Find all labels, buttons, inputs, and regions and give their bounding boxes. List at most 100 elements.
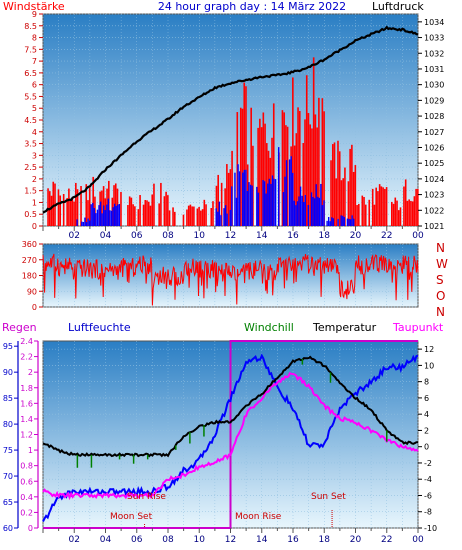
x-tick-label-3: 00 bbox=[412, 535, 424, 545]
temp-tick-label: 6 bbox=[424, 394, 429, 403]
x-tick-label-3: 08 bbox=[162, 535, 174, 545]
avg-bar bbox=[332, 218, 335, 226]
gust-bar bbox=[191, 206, 193, 226]
avg-bar bbox=[321, 205, 324, 226]
avg-bar bbox=[340, 215, 342, 226]
gust-bar bbox=[187, 205, 190, 226]
gust-bar bbox=[399, 207, 402, 226]
avg-bar bbox=[349, 219, 352, 226]
rain-tick-label: 1.4 bbox=[20, 415, 33, 424]
pressure-tick-label: 1027 bbox=[424, 128, 444, 137]
gust-bar bbox=[264, 123, 266, 226]
avg-bar bbox=[90, 204, 92, 226]
gust-bar bbox=[323, 111, 325, 226]
gust-bar bbox=[354, 165, 357, 226]
avg-bar bbox=[76, 219, 78, 226]
gust-bar bbox=[335, 178, 338, 226]
avg-bar bbox=[318, 197, 321, 226]
direction-tick-label: 180 bbox=[22, 272, 37, 281]
avg-bar bbox=[243, 169, 246, 226]
pressure-line bbox=[42, 25, 419, 214]
gust-bar bbox=[302, 143, 305, 226]
gust-bar bbox=[260, 127, 263, 226]
gust-bar bbox=[304, 119, 306, 226]
avg-bar bbox=[82, 221, 85, 226]
avg-bar bbox=[296, 201, 299, 226]
gust-bar bbox=[397, 210, 400, 226]
pressure-tick-label: 1033 bbox=[424, 34, 444, 43]
chart-title: 24 hour graph day : 14 März 2022 bbox=[158, 0, 346, 13]
avg-bar bbox=[320, 183, 322, 226]
avg-bar bbox=[234, 172, 236, 226]
gust-bar bbox=[173, 211, 176, 226]
avg-bar bbox=[313, 198, 316, 226]
x-tick-label-3: 02 bbox=[69, 535, 80, 545]
humidity-line bbox=[42, 353, 419, 522]
avg-bar bbox=[88, 220, 91, 226]
temp-tick-label: -4 bbox=[424, 475, 432, 484]
gust-bar bbox=[382, 187, 384, 226]
avg-bar bbox=[215, 208, 217, 226]
avg-bar bbox=[103, 205, 105, 226]
avg-bar bbox=[268, 178, 271, 226]
gust-bar bbox=[286, 126, 289, 226]
avg-bar bbox=[249, 184, 252, 226]
gust-bar bbox=[364, 204, 367, 226]
gust-bar bbox=[101, 190, 103, 226]
x-tick-label-1: 22 bbox=[381, 231, 392, 241]
gust-bar bbox=[160, 182, 162, 226]
gust-bar bbox=[363, 196, 365, 226]
temp-tick-label: -10 bbox=[424, 524, 437, 533]
pressure-tick-label: 1034 bbox=[424, 18, 444, 27]
gust-bar bbox=[85, 184, 88, 226]
gust-bar bbox=[68, 188, 70, 226]
wind-tick-label: 1.5 bbox=[24, 187, 37, 196]
gust-bar bbox=[76, 189, 79, 226]
wind-direction-line bbox=[42, 253, 419, 306]
wind-tick-label: 5.5 bbox=[24, 92, 37, 101]
gust-bar bbox=[391, 201, 393, 226]
x-tick-label-3: 14 bbox=[256, 535, 268, 545]
dewpoint-label: Taupunkt bbox=[392, 321, 444, 334]
avg-bar bbox=[85, 222, 88, 226]
avg-bar bbox=[93, 208, 96, 226]
gust-bar bbox=[333, 142, 336, 226]
x-tick-label-1: 20 bbox=[350, 231, 362, 241]
gust-bar bbox=[375, 187, 377, 226]
avg-bar bbox=[273, 178, 275, 226]
avg-bar bbox=[307, 204, 310, 226]
wind-tick-label: 3 bbox=[32, 151, 37, 160]
avg-bar bbox=[288, 159, 291, 226]
sun-set-label: Sun Set bbox=[311, 492, 346, 502]
x-tick-label-3: 12 bbox=[225, 535, 236, 545]
avg-bar bbox=[290, 156, 292, 226]
temp-tick-label: 10 bbox=[424, 361, 434, 370]
rain-tick-label: 0.6 bbox=[20, 477, 33, 486]
avg-bar bbox=[257, 192, 260, 226]
gust-bar bbox=[410, 200, 412, 226]
gust-bar bbox=[128, 196, 131, 226]
gust-bar bbox=[163, 196, 166, 226]
avg-bar bbox=[256, 186, 258, 226]
avg-bar bbox=[278, 147, 280, 226]
gust-bar bbox=[344, 167, 346, 226]
dewpoint-line bbox=[42, 371, 419, 501]
wind-tick-label: 5 bbox=[32, 104, 37, 113]
avg-bar bbox=[304, 194, 306, 226]
gust-bar bbox=[158, 203, 160, 226]
gust-bar bbox=[132, 204, 134, 226]
gust-bar bbox=[257, 127, 259, 226]
windchill-marks bbox=[76, 358, 388, 468]
rain-tick-label: 1.8 bbox=[20, 384, 33, 393]
gust-bar bbox=[227, 172, 230, 226]
gust-bar bbox=[262, 112, 265, 226]
gust-bar bbox=[153, 183, 155, 226]
avg-bar bbox=[328, 217, 330, 226]
gust-bar bbox=[147, 201, 150, 226]
avg-bar bbox=[235, 197, 238, 226]
gust-bar bbox=[167, 195, 169, 226]
rain-tick-label: 1.2 bbox=[20, 431, 33, 440]
gust-bar bbox=[200, 210, 202, 226]
avg-bar bbox=[223, 208, 225, 226]
gust-bar bbox=[338, 151, 341, 226]
